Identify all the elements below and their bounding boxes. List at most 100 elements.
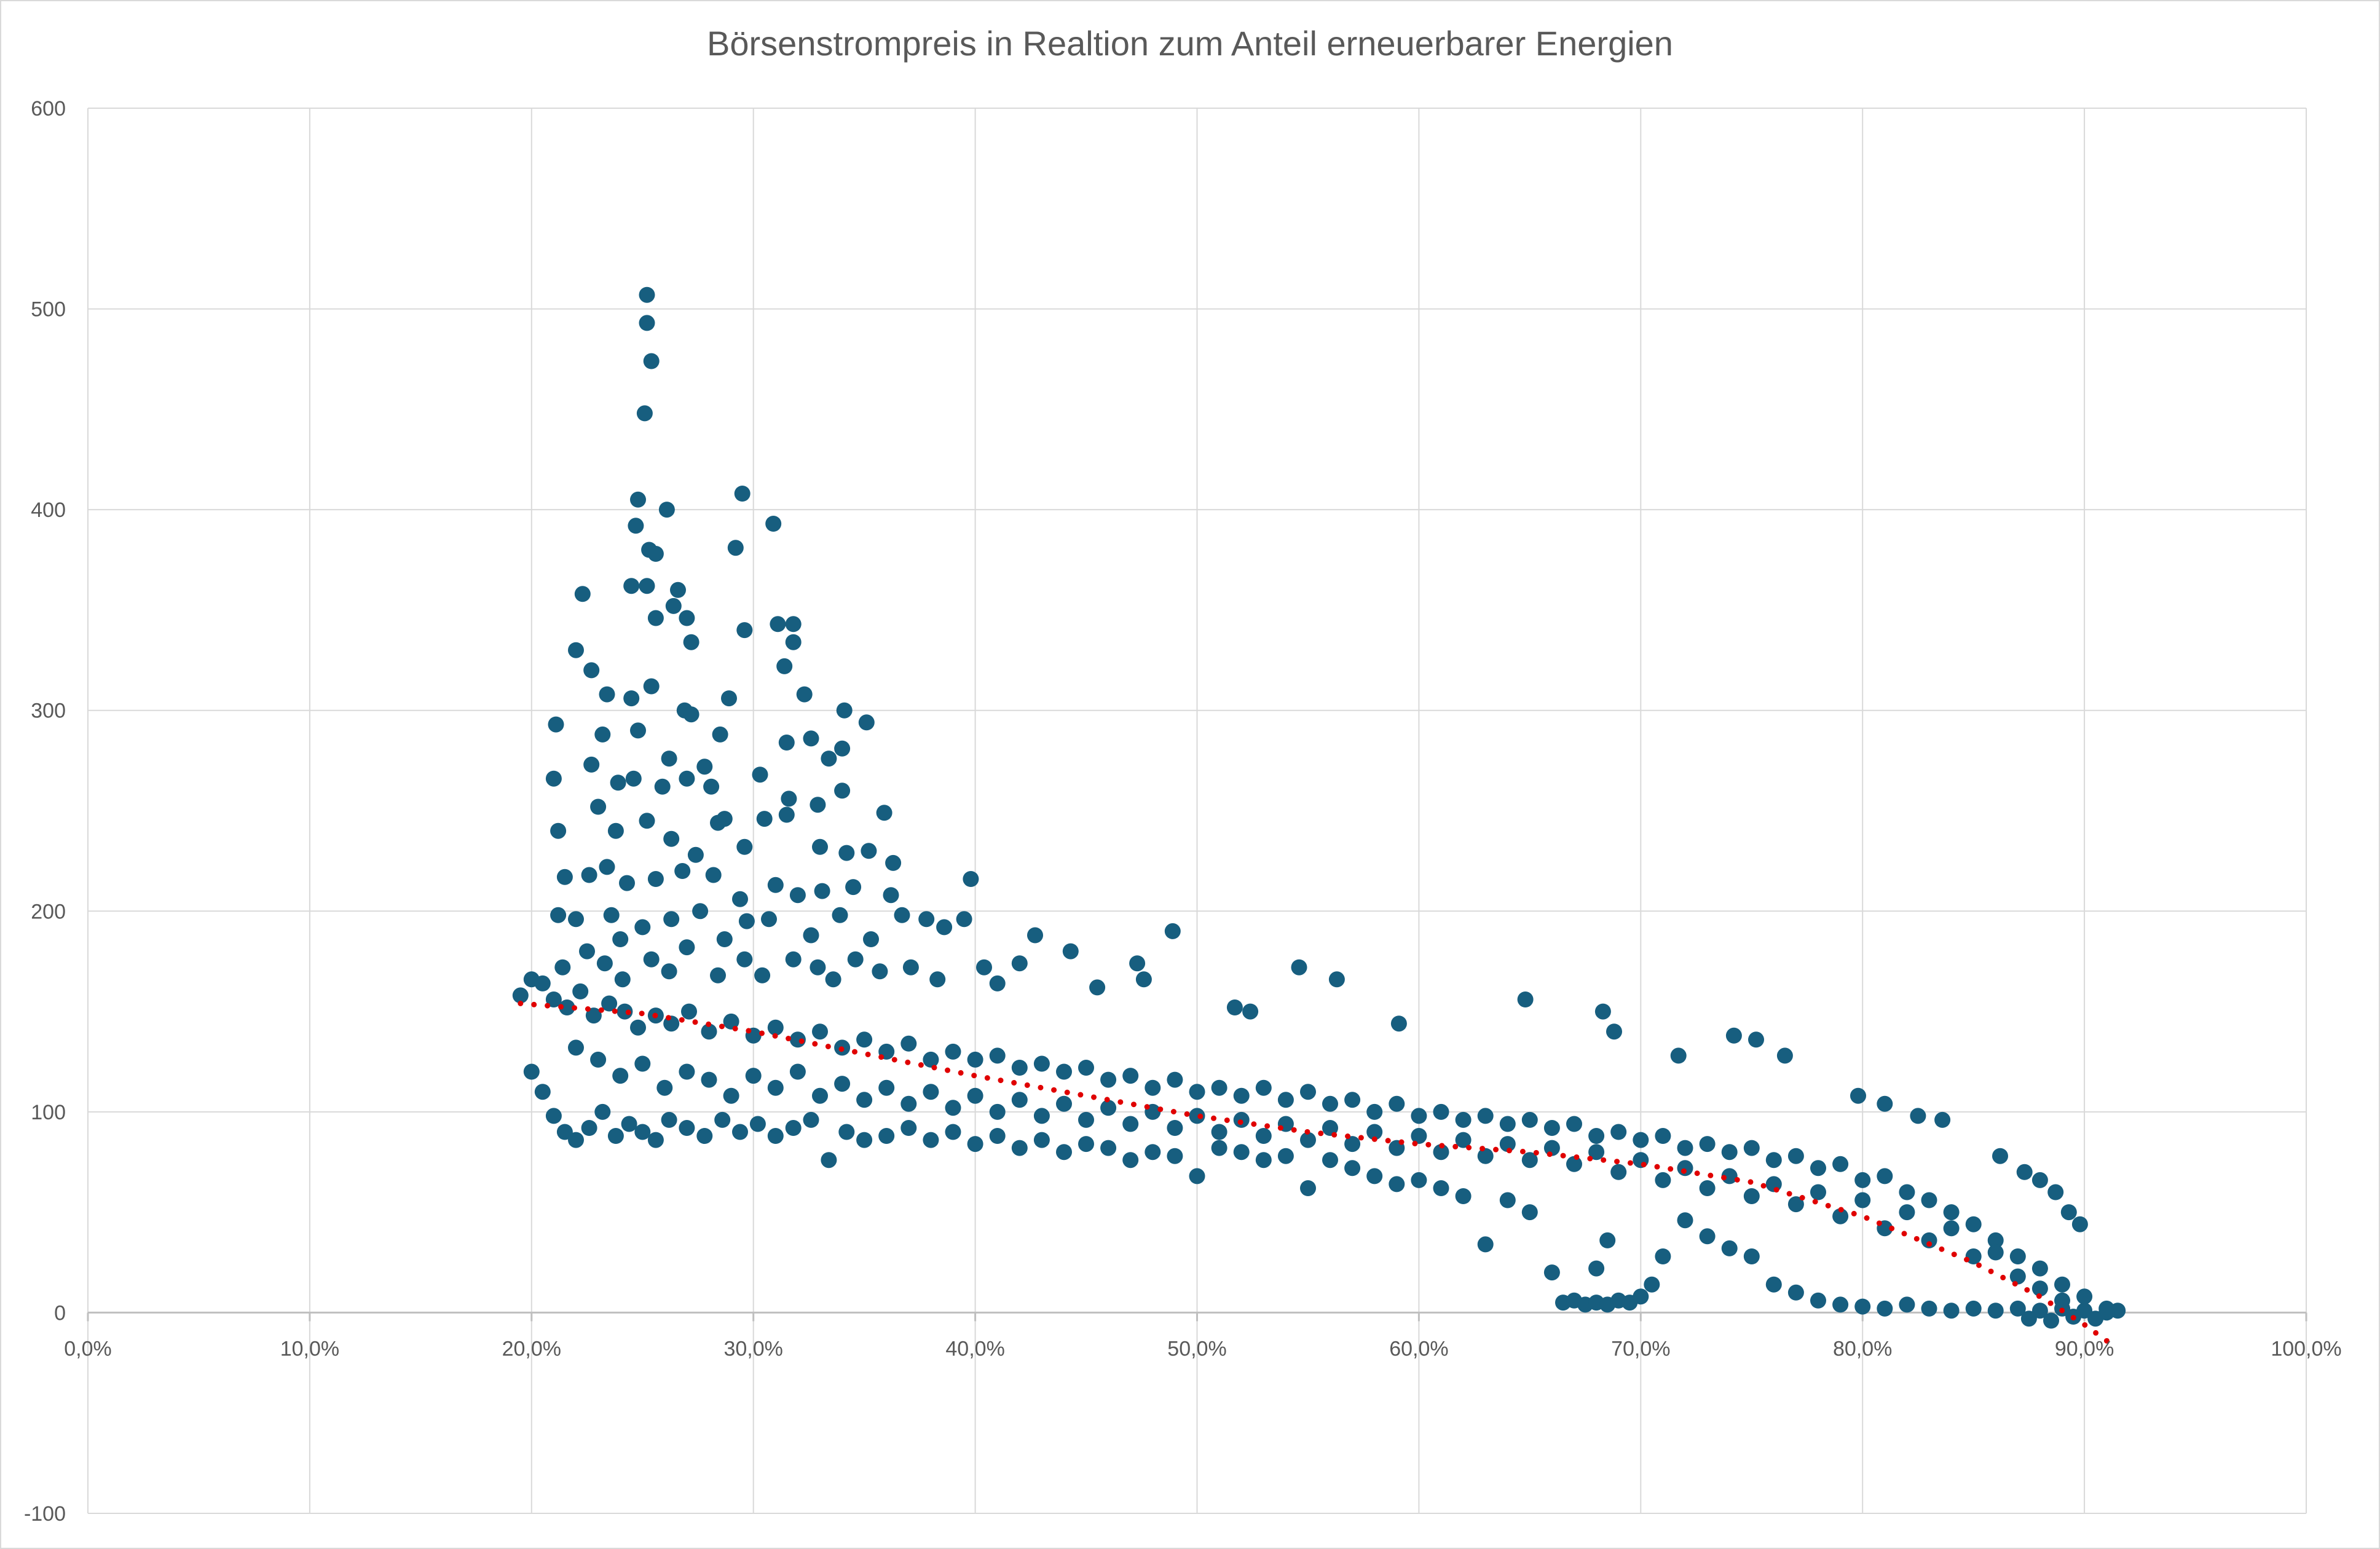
data-point	[670, 581, 686, 598]
data-point	[923, 1132, 939, 1148]
data-point	[1588, 1128, 1605, 1144]
x-tick-label: 0,0%	[64, 1337, 112, 1360]
data-point	[568, 1132, 584, 1148]
data-point	[1411, 1128, 1427, 1144]
data-point	[696, 759, 713, 775]
data-point	[785, 634, 802, 650]
data-point	[583, 756, 600, 773]
data-point	[2031, 1303, 2048, 1319]
data-point	[639, 813, 655, 829]
tick-labels: 0,0% 10,0% 20,0% 30,0% 40,0% 50,0% 60,0% 70,0% 8…	[24, 97, 2342, 1526]
data-point	[1477, 1236, 1494, 1253]
data-point	[1129, 955, 1146, 972]
data-point	[579, 943, 595, 960]
data-point	[754, 967, 771, 983]
data-point	[630, 1019, 646, 1036]
data-point	[838, 845, 855, 861]
data-point	[796, 686, 813, 703]
data-point	[590, 798, 607, 815]
data-point	[861, 843, 877, 859]
data-point	[1122, 1116, 1139, 1132]
data-point	[1921, 1300, 1937, 1317]
data-point	[1899, 1204, 1915, 1221]
data-point	[1056, 1144, 1072, 1161]
data-point	[847, 951, 864, 968]
data-point	[1242, 1003, 1259, 1020]
data-point	[1987, 1303, 2004, 1319]
data-point	[1850, 1087, 1866, 1104]
data-point	[679, 770, 695, 787]
y-tick-label: 0	[54, 1301, 66, 1325]
data-point	[2087, 1311, 2104, 1327]
data-point	[1477, 1148, 1494, 1164]
data-point	[639, 286, 655, 303]
data-point	[661, 1111, 677, 1128]
data-point	[1832, 1156, 1849, 1172]
data-point	[596, 955, 613, 972]
data-point	[1167, 1071, 1183, 1088]
data-point	[1987, 1232, 2004, 1248]
data-point	[1226, 999, 1243, 1015]
data-point	[812, 1087, 828, 1104]
data-point	[812, 1023, 828, 1040]
data-point	[550, 822, 567, 839]
data-point	[1899, 1296, 1915, 1313]
data-point	[832, 907, 848, 923]
data-point	[701, 1023, 717, 1040]
data-point	[1633, 1288, 1649, 1305]
data-point	[812, 838, 828, 855]
data-point	[1644, 1276, 1660, 1293]
data-point	[1211, 1079, 1227, 1096]
data-point	[989, 1103, 1006, 1120]
data-point	[1610, 1124, 1627, 1140]
data-point	[1011, 955, 1028, 972]
data-point	[883, 887, 899, 904]
data-point	[556, 869, 573, 885]
data-point	[647, 1132, 664, 1148]
data-point	[1877, 1168, 1893, 1184]
data-point	[1810, 1292, 1826, 1309]
data-point	[665, 597, 682, 614]
data-point	[834, 1076, 851, 1092]
data-point	[1787, 1196, 1804, 1213]
data-point	[545, 770, 562, 787]
data-point	[1477, 1108, 1494, 1124]
data-point	[1135, 971, 1152, 988]
data-point	[1832, 1296, 1849, 1313]
data-point	[599, 686, 615, 703]
data-point	[568, 911, 584, 928]
data-point	[1277, 1148, 1294, 1164]
data-point	[590, 1051, 607, 1068]
data-point	[1078, 1111, 1094, 1128]
data-point	[1499, 1136, 1516, 1153]
data-point	[1100, 1140, 1117, 1156]
data-point	[692, 903, 709, 920]
data-point	[770, 616, 786, 633]
data-point	[2054, 1276, 2070, 1293]
data-point	[1765, 1276, 1782, 1293]
data-point	[1743, 1188, 1760, 1204]
data-point	[634, 1055, 651, 1072]
data-point	[625, 770, 642, 787]
data-point	[1943, 1303, 1960, 1319]
data-point	[1725, 1027, 1742, 1044]
data-point	[568, 1039, 584, 1056]
data-point	[1743, 1140, 1760, 1156]
data-point	[1122, 1068, 1139, 1084]
data-point	[781, 790, 797, 807]
data-point	[714, 1111, 731, 1128]
data-point	[647, 610, 664, 626]
data-point	[856, 1132, 873, 1148]
data-point	[614, 971, 631, 988]
y-tick-label: 100	[31, 1101, 66, 1124]
data-point	[1300, 1084, 1316, 1100]
data-point	[878, 1079, 895, 1096]
data-point	[749, 1116, 766, 1132]
data-point	[716, 931, 733, 947]
data-point	[1211, 1124, 1227, 1140]
data-point	[845, 879, 862, 896]
data-point	[956, 911, 972, 928]
data-point	[878, 1128, 895, 1144]
